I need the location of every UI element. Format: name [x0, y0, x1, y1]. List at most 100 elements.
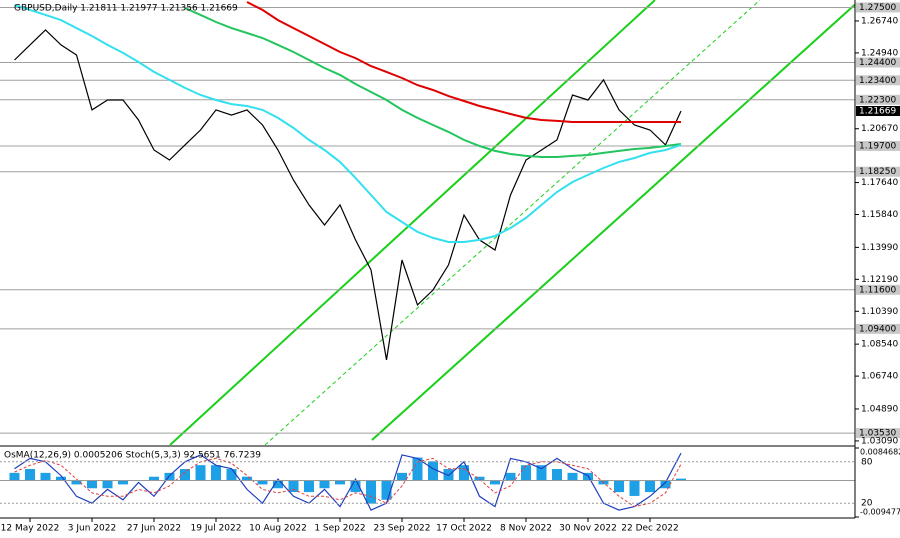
level-label-bg [856, 57, 900, 68]
x-tick-label: 3 Jun 2022 [68, 524, 116, 534]
osma-bar [474, 476, 485, 481]
y-tick-label: 1.13990 [861, 243, 898, 253]
osma-bar [536, 465, 547, 481]
osma-bar [226, 469, 237, 481]
osma-bar [397, 472, 407, 481]
osma-bar [490, 480, 500, 485]
level-label-bg [856, 2, 900, 13]
level-label: 1.27500 [859, 3, 896, 13]
osma-bar [350, 480, 361, 493]
osma-bar [335, 480, 345, 485]
osma-bar [614, 480, 624, 493]
x-tick-label: 22 Dec 2022 [621, 524, 679, 534]
main-plot [0, 1, 855, 434]
y-tick-label: 1.20670 [861, 124, 898, 134]
osma-bar [366, 480, 376, 504]
channel-upper [169, 0, 656, 445]
price-line [14, 29, 682, 361]
chart-title: GBPUSD,Daily 1.21811 1.21977 1.21356 1.2… [14, 4, 238, 14]
osc-y2-tick-label: 20 [861, 499, 873, 509]
x-tick-label: 8 Nov 2022 [500, 524, 552, 534]
stoch-line [14, 452, 682, 511]
osma-bar [629, 480, 640, 496]
channel-mid [264, 0, 761, 445]
osma-bar [118, 480, 128, 485]
level-label: 1.09400 [859, 324, 896, 334]
level-label-bg [856, 284, 900, 295]
x-tick-label: 19 Jul 2022 [191, 524, 242, 534]
x-tick-label: 17 Oct 2022 [436, 524, 492, 534]
osma-bar [71, 480, 82, 485]
moving-average [184, 7, 682, 158]
moving-average [246, 1, 681, 123]
osma-bar [40, 472, 51, 481]
osc-title: OsMA(12,26,9) 0.0005206 Stoch(5,3,3) 92.… [4, 451, 261, 461]
y-tick-label: 1.12190 [861, 275, 898, 285]
osc-plot [0, 452, 855, 511]
level-label: 1.24400 [859, 58, 896, 68]
x-tick-label: 12 May 2022 [1, 524, 60, 534]
osc-y2-tick-label: 80 [861, 457, 873, 467]
level-label: 1.11600 [859, 285, 896, 295]
osma-bar [257, 480, 268, 485]
osma-bar [25, 469, 35, 481]
osma-bar [459, 465, 469, 481]
y-tick-label: 1.04890 [861, 404, 898, 414]
osc-tick-label: -0.0094770 [860, 508, 900, 517]
osma-bar [164, 472, 175, 481]
channels [169, 0, 855, 445]
x-tick-label: 27 Jun 2022 [127, 524, 181, 534]
y-tick-label: 1.15840 [861, 210, 898, 220]
osma-bar [319, 480, 330, 489]
y-tick-label: 1.08540 [861, 340, 898, 350]
level-label: 1.18250 [859, 167, 896, 177]
osma-bar [288, 480, 299, 493]
y-tick-label: 1.26740 [861, 16, 898, 26]
osma-bar [87, 480, 97, 489]
osma-bar [428, 461, 438, 481]
osma-bar [180, 469, 190, 481]
y-tick-label: 1.03090 [861, 436, 898, 446]
osma-bar [412, 457, 423, 481]
price-label-bg [856, 106, 900, 117]
osma-bar [676, 478, 686, 481]
y-tick-label: 1.17640 [861, 178, 898, 188]
osma-bar [242, 476, 252, 481]
y-tick-label: 1.24940 [861, 48, 898, 58]
osma-bar [645, 480, 655, 493]
osma-bar [567, 472, 578, 481]
stoch-line [14, 457, 682, 508]
osma-bar [381, 480, 392, 500]
osma-bar [211, 465, 221, 481]
y-tick-label: 1.06740 [861, 372, 898, 382]
moving-average [14, 4, 682, 243]
level-label: 1.23400 [859, 76, 896, 86]
level-label-bg [856, 140, 900, 151]
y-tick-label: 1.10390 [861, 307, 898, 317]
level-label-bg [856, 166, 900, 177]
osma-bar [552, 469, 562, 481]
osma-bar [273, 480, 283, 489]
channel-lower [371, 3, 855, 441]
osma-bar [102, 480, 113, 489]
level-label-bg [856, 323, 900, 334]
level-label-bg [856, 428, 900, 439]
level-label: 1.22300 [859, 95, 896, 105]
osma-bar [56, 476, 66, 481]
x-tick-label: 1 Sep 2022 [314, 524, 365, 534]
level-label: 1.19700 [859, 141, 896, 151]
x-tick-label: 30 Nov 2022 [559, 524, 617, 534]
x-tick-label: 23 Sep 2022 [373, 524, 430, 534]
level-label-bg [856, 75, 900, 86]
osma-bar [521, 465, 531, 481]
osma-bar [304, 480, 314, 493]
axes [0, 0, 856, 519]
osma-bar [505, 472, 516, 481]
osma-bar [195, 465, 206, 481]
osma-bar [660, 480, 671, 489]
price-label: 1.21669 [859, 107, 896, 117]
osc-tick-label: 0.0084682 [860, 448, 900, 457]
level-label: 1.03530 [859, 429, 896, 439]
